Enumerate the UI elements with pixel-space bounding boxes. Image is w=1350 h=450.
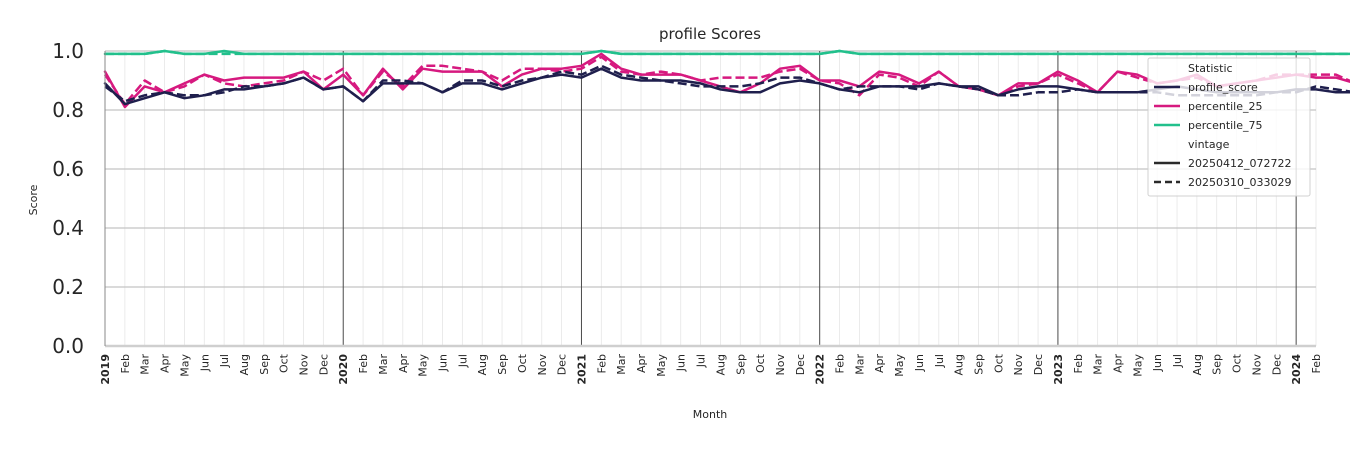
legend-label-percentile_25: percentile_25 (1188, 100, 1263, 113)
x-tick-label-month: Oct (754, 353, 767, 373)
x-tick-label-month: May (893, 354, 906, 377)
x-tick-label-month: Feb (1310, 354, 1323, 373)
legend-header-vintage: vintage (1188, 138, 1230, 151)
y-tick-label: 0.6 (52, 157, 84, 181)
x-tick-label-month: May (417, 354, 430, 377)
x-tick-label-month: Mar (615, 354, 628, 375)
x-tick-label-month: Nov (536, 354, 549, 376)
grid-layer (104, 50, 1317, 347)
x-tick-label-month: Oct (1231, 353, 1244, 373)
x-tick-label-year: 2020 (337, 354, 350, 385)
x-tick-label-month: Apr (873, 354, 886, 374)
y-tick-label: 0.8 (52, 98, 84, 122)
series-line-percentile_25-solid (103, 52, 1350, 109)
x-tick-label-month: Oct (992, 353, 1005, 373)
x-tick-label-month: Aug (1191, 354, 1204, 375)
x-tick-label-month: Aug (476, 354, 489, 375)
x-tick-label-year: 2023 (1052, 354, 1065, 385)
x-tick-label-month: May (178, 354, 191, 377)
y-tick-label: 0.2 (52, 275, 84, 299)
y-axis-label: Score (27, 184, 40, 215)
y-tick-label: 1.0 (52, 39, 84, 63)
x-tick-label-month: Sep (734, 354, 747, 375)
x-tick-label-month: Nov (1250, 354, 1263, 376)
x-tick-label-month: Nov (298, 354, 311, 376)
x-tick-label-year: 2024 (1290, 354, 1303, 385)
x-tick-label-month: Feb (357, 354, 370, 373)
x-tick-label-month: Feb (1072, 354, 1085, 373)
x-tick-label-month: Dec (1270, 354, 1283, 375)
y-tick-label: 0.4 (52, 216, 84, 240)
x-axis-label: Month (693, 408, 728, 421)
axis-layer: 0.0 0.2 0.4 0.6 0.8 1.0 2019 Feb Mar Apr May Jun Jul… (52, 39, 1323, 385)
x-tick-label-month: Apr (159, 354, 172, 374)
x-tick-label-month: Jun (675, 354, 688, 372)
x-tick-label-month: Aug (238, 354, 251, 375)
x-tick-label-month: Jul (218, 354, 231, 368)
x-tick-label-month: Mar (1092, 354, 1105, 375)
x-tick-label-month: Jul (456, 354, 469, 368)
y-tick-label: 0.0 (52, 334, 84, 358)
x-tick-label-month: Jun (436, 354, 449, 372)
x-tick-label-month: Jun (913, 354, 926, 372)
x-tick-label-month: Apr (1111, 354, 1124, 374)
legend-label-percentile_75: percentile_75 (1188, 119, 1263, 132)
x-tick-label-month: Aug (714, 354, 727, 375)
x-tick-label-month: Mar (139, 354, 152, 375)
x-tick-label-month: Sep (973, 354, 986, 375)
legend-label-profile_score: profile_score (1188, 81, 1258, 94)
x-tick-label-month: Feb (119, 354, 132, 373)
x-tick-label-month: Feb (595, 354, 608, 373)
series-line-profile_score-solid (103, 67, 1350, 106)
legend-label-vintage: 20250310_033029 (1188, 176, 1291, 189)
legend-label-vintage: 20250412_072722 (1188, 157, 1291, 170)
x-tick-label-month: Dec (1032, 354, 1045, 375)
x-tick-label-month: Mar (853, 354, 866, 375)
x-tick-label-month: Jun (198, 354, 211, 372)
x-tick-label-month: Feb (834, 354, 847, 373)
x-tick-label-month: Mar (377, 354, 390, 375)
series-line-percentile_25-dashed (103, 55, 1350, 106)
x-tick-label-month: May (1131, 354, 1144, 377)
x-tick-label-month: Jul (933, 354, 946, 368)
x-tick-label-month: Apr (635, 354, 648, 374)
x-tick-label-month: Apr (397, 354, 410, 374)
x-tick-label-month: Oct (278, 353, 291, 373)
x-tick-label-month: Jun (1151, 354, 1164, 372)
chart-title: profile Scores (659, 25, 761, 43)
x-tick-label-year: 2019 (99, 354, 112, 385)
x-tick-label-year: 2022 (814, 354, 827, 385)
x-tick-label-month: Dec (556, 354, 569, 375)
x-tick-label-month: Sep (258, 354, 271, 375)
x-tick-label-month: Nov (774, 354, 787, 376)
x-tick-label-month: Oct (516, 353, 529, 373)
x-tick-label-year: 2021 (575, 354, 588, 385)
x-tick-label-month: Sep (496, 354, 509, 375)
x-tick-label-month: Jul (1171, 354, 1184, 368)
legend-box (1147, 57, 1311, 197)
series-line-profile_score-dashed (104, 64, 1350, 103)
legend-header-statistic: Statistic (1188, 62, 1233, 75)
series-line-percentile_75-dashed (105, 49, 1350, 56)
x-tick-label-month: Sep (1211, 354, 1224, 375)
x-tick-label-month: Dec (794, 354, 807, 375)
x-tick-label-month: May (655, 354, 668, 377)
x-tick-label-month: Dec (317, 354, 330, 375)
x-tick-label-month: Aug (953, 354, 966, 375)
x-tick-label-month: Jul (695, 354, 708, 368)
series-layer (103, 49, 1350, 109)
x-tick-label-month: Nov (1012, 354, 1025, 376)
legend: Statistic profile_score percentile_25perce… (1147, 57, 1311, 197)
